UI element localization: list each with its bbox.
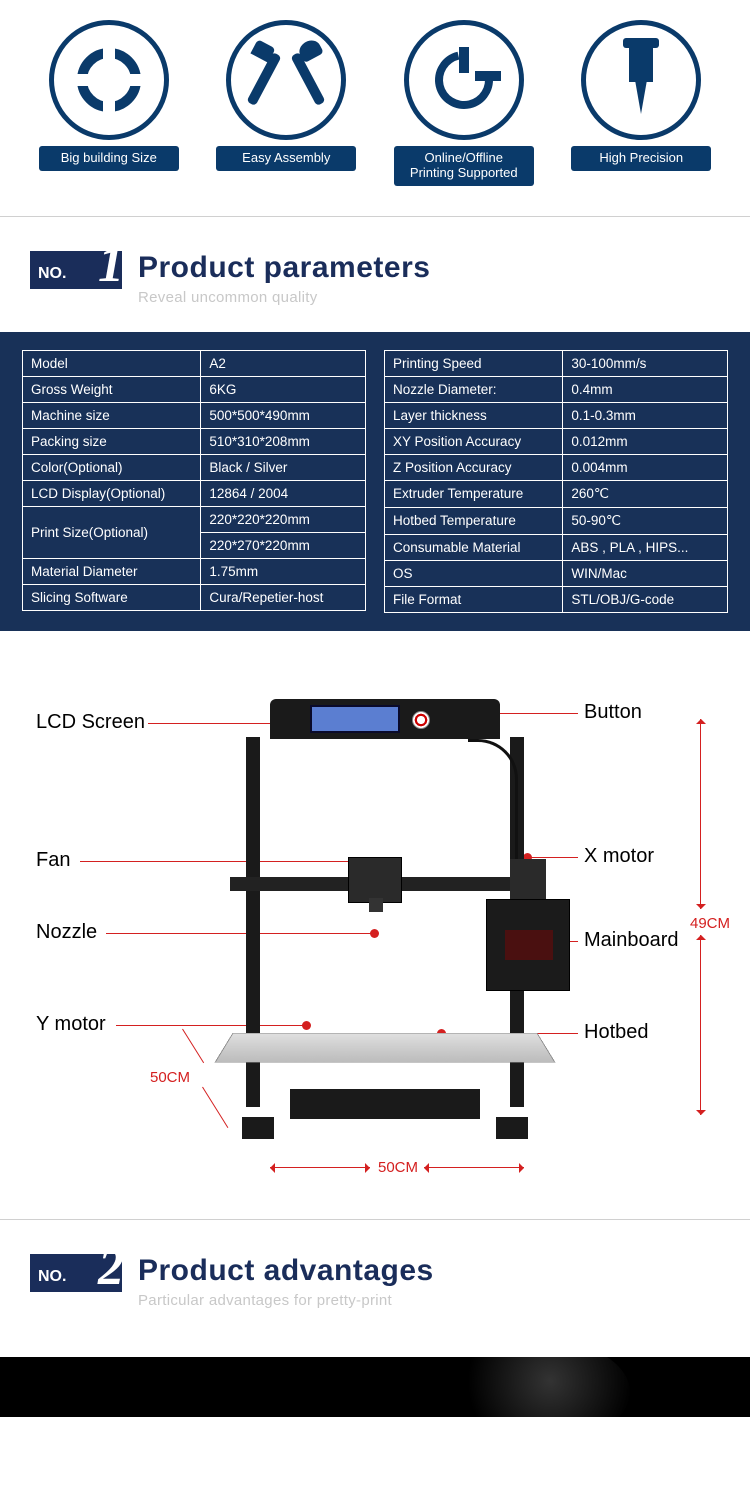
section-2-header: NO. 2 Product advantages Particular adva… (0, 1220, 750, 1327)
section-1-header: NO. 1 Product parameters Reveal uncommon… (0, 217, 750, 324)
spec-val: 510*310*208mm (201, 428, 366, 454)
feature-label: Online/Offline Printing Supported (394, 146, 534, 186)
section-title: Product advantages (138, 1254, 434, 1288)
callout-y-motor: Y motor (36, 1013, 106, 1036)
spec-val: 0.012mm (563, 428, 728, 454)
spec-key: Extruder Temperature (385, 480, 563, 507)
section-number-box: NO. 1 (30, 251, 122, 289)
no-prefix: NO. (38, 265, 66, 282)
spec-key: Packing size (23, 428, 201, 454)
section-subtitle: Reveal uncommon quality (138, 289, 430, 306)
callout-hotbed: Hotbed (584, 1021, 649, 1044)
spec-val: 0.1-0.3mm (563, 402, 728, 428)
spec-key: Printing Speed (385, 350, 563, 376)
callout-x-motor: X motor (584, 845, 654, 868)
spec-key: Nozzle Diameter: (385, 376, 563, 402)
target-icon (49, 20, 169, 140)
feature-badge: Online/Offline Printing Supported (386, 20, 541, 186)
spec-key: XY Position Accuracy (385, 428, 563, 454)
spec-val: 50-90℃ (563, 507, 728, 534)
spec-key: Hotbed Temperature (385, 507, 563, 534)
spec-val: 12864 / 2004 (201, 480, 366, 506)
spec-key: OS (385, 560, 563, 586)
printer-illustration (230, 699, 540, 1139)
section-subtitle: Particular advantages for pretty-print (138, 1292, 434, 1309)
spec-table-left: ModelA2 Gross Weight6KG Machine size500*… (22, 350, 366, 613)
feature-label: High Precision (571, 146, 711, 171)
feature-badge: High Precision (564, 20, 719, 186)
spec-table-right: Printing Speed30-100mm/s Nozzle Diameter… (384, 350, 728, 613)
no-number: 1 (98, 235, 124, 294)
callout-nozzle: Nozzle (36, 921, 97, 944)
drill-icon (581, 20, 701, 140)
spec-key: Material Diameter (23, 558, 201, 584)
spec-val: 0.4mm (563, 376, 728, 402)
printer-diagram: LCD Screen Fan Nozzle Y motor Button X m… (0, 669, 750, 1189)
spec-val: 220*220*220mm (201, 506, 366, 532)
callout-button: Button (584, 701, 642, 724)
spec-val: WIN/Mac (563, 560, 728, 586)
spec-val: STL/OBJ/G-code (563, 586, 728, 612)
spec-key: Consumable Material (385, 534, 563, 560)
spec-key: Slicing Software (23, 584, 201, 610)
spec-val: 500*500*490mm (201, 402, 366, 428)
spec-key: Gross Weight (23, 376, 201, 402)
spec-val: 6KG (201, 376, 366, 402)
no-number: 2 (98, 1238, 124, 1297)
spec-key: Color(Optional) (23, 454, 201, 480)
spec-val: 220*270*220mm (201, 532, 366, 558)
dim-depth: 50CM (150, 1069, 190, 1086)
spec-key: LCD Display(Optional) (23, 480, 201, 506)
callout-lcd-screen: LCD Screen (36, 711, 145, 734)
spec-val: 260℃ (563, 480, 728, 507)
spec-key: Model (23, 350, 201, 376)
spec-key: Print Size(Optional) (23, 506, 201, 558)
spec-key: Z Position Accuracy (385, 454, 563, 480)
spec-val: A2 (201, 350, 366, 376)
feature-label: Easy Assembly (216, 146, 356, 171)
spec-key: Layer thickness (385, 402, 563, 428)
feature-badge: Big building Size (31, 20, 186, 186)
dim-width: 50CM (378, 1159, 418, 1176)
power-icon (404, 20, 524, 140)
feature-badge: Easy Assembly (209, 20, 364, 186)
section-title: Product parameters (138, 251, 430, 285)
callout-fan: Fan (36, 849, 70, 872)
spec-key: File Format (385, 586, 563, 612)
spec-val: Black / Silver (201, 454, 366, 480)
spec-val: 0.004mm (563, 454, 728, 480)
spec-val: ABS , PLA , HIPS... (563, 534, 728, 560)
feature-badges-row: Big building Size Easy Assembly Online/O… (0, 0, 750, 217)
spec-val: 1.75mm (201, 558, 366, 584)
spec-table: ModelA2 Gross Weight6KG Machine size500*… (0, 332, 750, 631)
section-number-box: NO. 2 (30, 1254, 122, 1292)
feature-label: Big building Size (39, 146, 179, 171)
no-prefix: NO. (38, 1268, 66, 1285)
spec-key: Machine size (23, 402, 201, 428)
callout-mainboard: Mainboard (584, 929, 679, 952)
spec-val: Cura/Repetier-host (201, 584, 366, 610)
tools-icon (226, 20, 346, 140)
spec-val: 30-100mm/s (563, 350, 728, 376)
footer-image-strip (0, 1357, 750, 1417)
